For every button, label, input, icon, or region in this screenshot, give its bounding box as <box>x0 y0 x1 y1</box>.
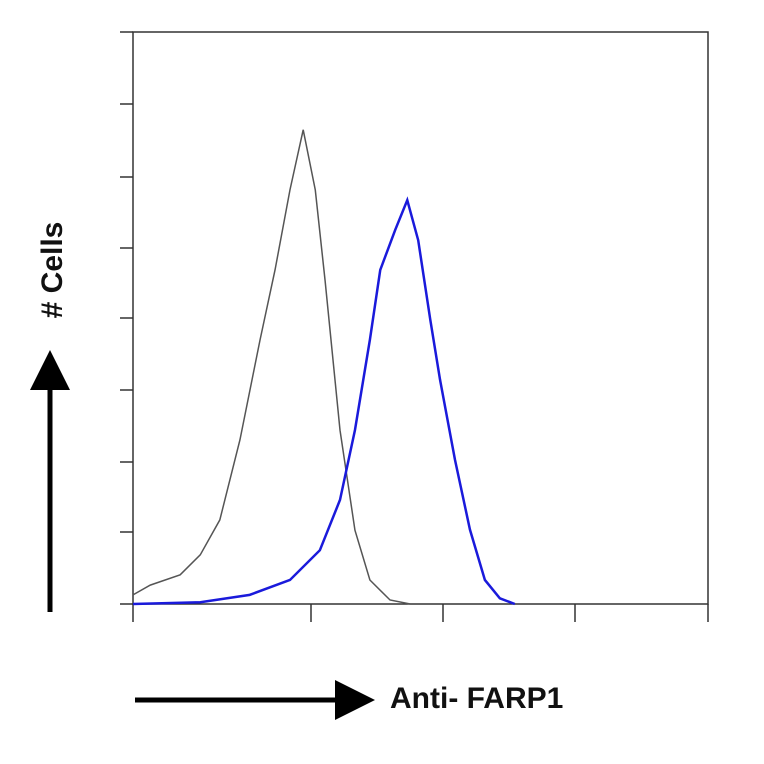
x-ticks <box>132 604 709 622</box>
histogram-line <box>132 129 411 605</box>
y-ticks <box>120 31 133 605</box>
plot-frame <box>132 31 709 605</box>
x-axis-label: Anti- FARP1 <box>390 682 563 715</box>
histogram-line <box>132 196 516 606</box>
y-axis-label: # Cells <box>36 222 69 319</box>
